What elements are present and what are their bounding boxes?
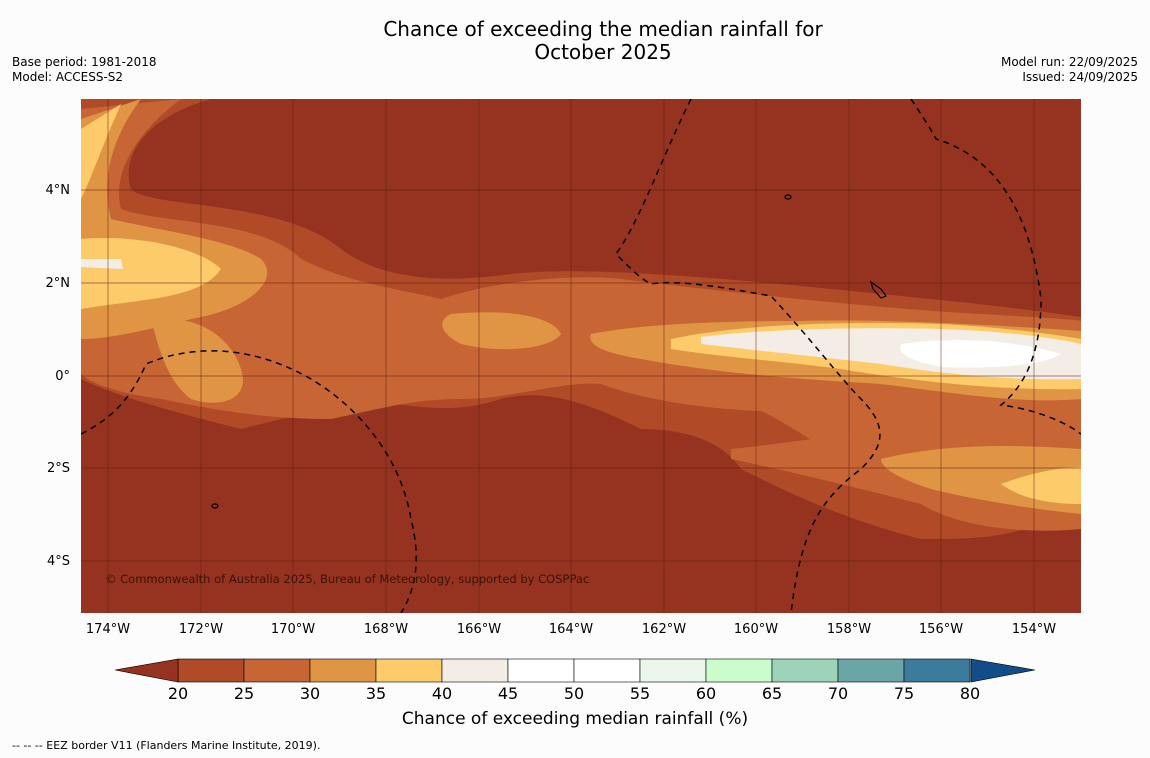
colorbar-segment bbox=[243, 658, 311, 683]
title-line-2: October 2025 bbox=[534, 40, 672, 64]
meta-left: Base period: 1981-2018 Model: ACCESS-S2 bbox=[12, 55, 157, 85]
lat-label: 2°N bbox=[45, 276, 71, 291]
title-line-1: Chance of exceeding the median rainfall … bbox=[383, 17, 823, 41]
lon-label: 158°W bbox=[826, 622, 872, 637]
colorbar-tick-label: 75 bbox=[893, 684, 915, 703]
colorbar-high-arrow bbox=[970, 658, 1036, 683]
region-25-30 bbox=[81, 99, 1081, 521]
colorbar-tick-label: 80 bbox=[959, 684, 981, 703]
chart-title: Chance of exceeding the median rainfall … bbox=[300, 18, 906, 64]
colorbar-tick-label: 50 bbox=[563, 684, 585, 703]
region-40-45 bbox=[81, 259, 123, 269]
eez-border bbox=[81, 99, 1081, 613]
region-30-35-b bbox=[151, 318, 243, 403]
lon-label: 162°W bbox=[641, 622, 687, 637]
colorbar-tick-label: 65 bbox=[761, 684, 783, 703]
lon-label: 172°W bbox=[178, 622, 224, 637]
colorbar-segment bbox=[375, 658, 443, 683]
lat-label: 0° bbox=[55, 369, 70, 384]
model-name: Model: ACCESS-S2 bbox=[12, 70, 124, 84]
footer-note: -- -- -- EEZ border V11 (Flanders Marine… bbox=[12, 739, 321, 752]
colorbar-segment bbox=[639, 658, 707, 683]
colorbar-segment bbox=[573, 658, 641, 683]
colorbar-segment bbox=[705, 658, 773, 683]
colorbar-low-arrow bbox=[114, 658, 179, 683]
meta-right: Model run: 22/09/2025 Issued: 24/09/2025 bbox=[1001, 55, 1138, 85]
lat-label: 4°N bbox=[45, 183, 71, 198]
colorbar-tick-label: 45 bbox=[497, 684, 519, 703]
region-45-55 bbox=[900, 340, 1061, 368]
colorbar-segment bbox=[441, 658, 509, 683]
lat-label: 2°S bbox=[46, 461, 70, 476]
lon-label: 174°W bbox=[85, 622, 131, 637]
colorbar-segment bbox=[903, 658, 971, 683]
colorbar-tick-label: 35 bbox=[365, 684, 387, 703]
region-35-40 bbox=[81, 104, 121, 199]
colorbar bbox=[114, 658, 1036, 683]
region-30-35-c bbox=[442, 312, 561, 350]
colorbar-tick-label: 40 bbox=[431, 684, 453, 703]
colorbar-title: Chance of exceeding median rainfall (%) bbox=[401, 709, 749, 729]
colorbar-tick-label: 70 bbox=[827, 684, 849, 703]
colorbar-segment bbox=[507, 658, 575, 683]
islands bbox=[211, 194, 887, 509]
colorbar-tick-label: 30 bbox=[299, 684, 321, 703]
colorbar-tick-label: 20 bbox=[167, 684, 189, 703]
colorbar-segments bbox=[177, 658, 971, 683]
colorbar-tick-label: 25 bbox=[233, 684, 255, 703]
map-copyright: © Commonwealth of Australia 2025, Bureau… bbox=[105, 572, 589, 586]
lon-label: 170°W bbox=[270, 622, 316, 637]
region-35-40-d bbox=[1001, 467, 1081, 504]
colorbar-segment bbox=[177, 658, 245, 683]
issued-date: Issued: 24/09/2025 bbox=[1022, 70, 1138, 84]
colorbar-segment bbox=[309, 658, 377, 683]
lon-label: 160°W bbox=[733, 622, 779, 637]
base-period: Base period: 1981-2018 bbox=[12, 55, 157, 69]
graticule bbox=[81, 99, 1081, 613]
region-35-40-b bbox=[81, 238, 221, 309]
lat-label: 4°S bbox=[46, 554, 70, 569]
lon-label: 168°W bbox=[363, 622, 409, 637]
lon-label: 156°W bbox=[918, 622, 964, 637]
lon-label: 154°W bbox=[1011, 622, 1057, 637]
colorbar-tick-label: 55 bbox=[629, 684, 651, 703]
colorbar-segment bbox=[771, 658, 839, 683]
colorbar-tick-label: 60 bbox=[695, 684, 717, 703]
lon-label: 166°W bbox=[456, 622, 502, 637]
rainfall-map[interactable]: © Commonwealth of Australia 2025, Bureau… bbox=[81, 99, 1081, 613]
colorbar-segment bbox=[837, 658, 905, 683]
lon-label: 164°W bbox=[548, 622, 594, 637]
model-run: Model run: 22/09/2025 bbox=[1000, 55, 1138, 69]
map-svg: © Commonwealth of Australia 2025, Bureau… bbox=[81, 99, 1081, 613]
